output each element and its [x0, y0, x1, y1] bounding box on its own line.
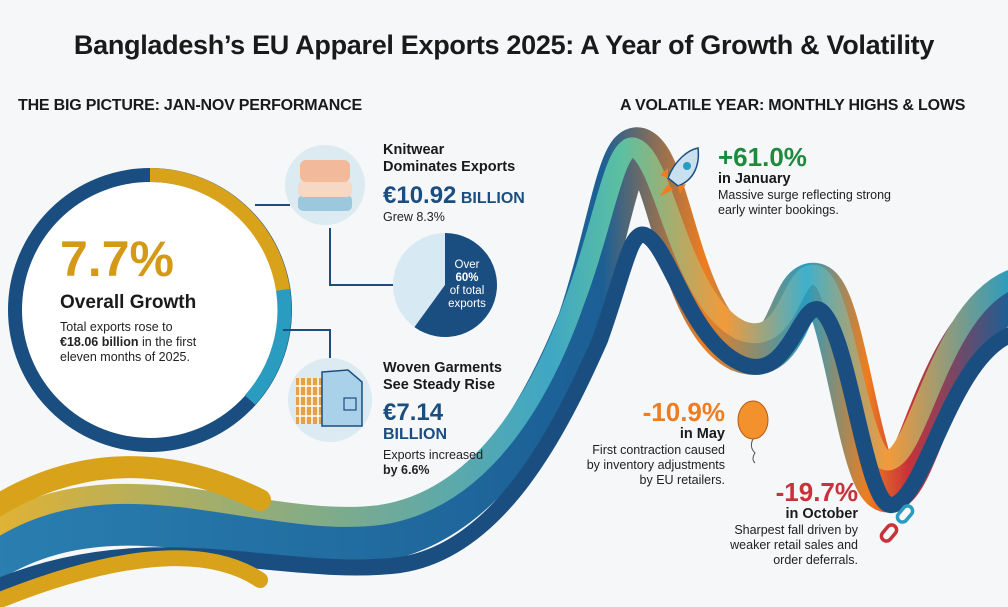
balloon-icon: [737, 400, 769, 464]
knitwear-amount: €10.92 BILLION: [383, 182, 525, 209]
woven-block: Woven Garments See Steady Rise €7.14 BIL…: [383, 360, 502, 478]
left-section-heading: THE BIG PICTURE: JAN-NOV PERFORMANCE: [18, 97, 362, 114]
pie-label: Over 60% of total exports: [448, 259, 486, 310]
woven-growth: Exports increased by 6.6%: [383, 448, 484, 477]
january-month: in January: [718, 171, 791, 187]
overall-growth-block: 7.7% Overall Growth Total exports rose t…: [60, 232, 200, 365]
january-value: +61.0%: [718, 142, 807, 172]
may-month: in May: [679, 426, 725, 442]
october-month: in October: [785, 506, 858, 522]
may-callout: -10.9% in May First contraction caused by…: [555, 398, 725, 488]
october-callout: -19.7% in October Sharpest fall driven b…: [690, 478, 858, 568]
shirt-icon: [288, 358, 372, 442]
woven-amount: €7.14: [383, 399, 444, 426]
overall-growth-label: Overall Growth: [60, 292, 197, 313]
may-value: -10.9%: [642, 397, 725, 427]
january-callout: +61.0% in January Massive surge reflecti…: [718, 142, 891, 217]
knitwear-block: Knitwear Dominates Exports €10.92 BILLIO…: [383, 142, 525, 225]
knitwear-growth: Grew 8.3%: [383, 210, 445, 224]
knitwear-subtitle: Dominates Exports: [383, 159, 516, 175]
knitwear-share-pie: [393, 233, 497, 337]
rocket-icon: [660, 147, 700, 196]
overall-growth-value: 7.7%: [60, 231, 174, 287]
woven-subtitle: See Steady Rise: [383, 377, 496, 393]
overall-growth-text: Total exports rose to €18.06 billion in …: [60, 320, 197, 364]
page-title: Bangladesh’s EU Apparel Exports 2025: A …: [73, 30, 935, 60]
woven-unit: BILLION: [383, 426, 447, 443]
knitwear-title: Knitwear: [383, 142, 445, 158]
woven-title: Woven Garments: [383, 360, 502, 376]
right-section-heading: A VOLATILE YEAR: MONTHLY HIGHS & LOWS: [620, 97, 966, 114]
october-value: -19.7%: [775, 477, 858, 507]
broken-chain-icon: [879, 504, 915, 543]
sweater-icon: [285, 145, 365, 225]
